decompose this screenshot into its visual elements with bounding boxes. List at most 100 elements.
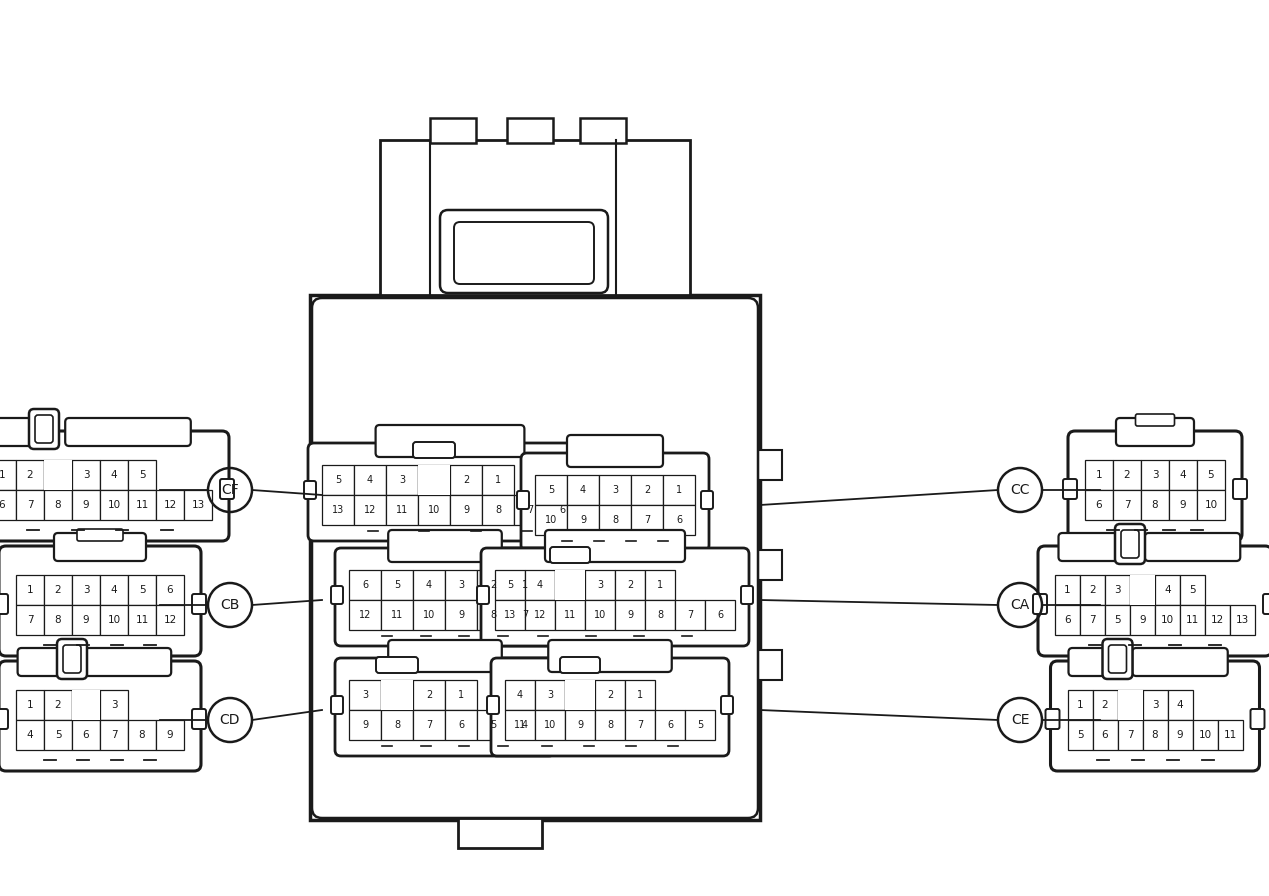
- Text: 5: 5: [506, 580, 513, 590]
- Bar: [354, 495, 386, 525]
- Text: 10: 10: [1161, 615, 1174, 625]
- FancyBboxPatch shape: [192, 709, 206, 729]
- Text: CD: CD: [220, 713, 240, 727]
- Text: 2: 2: [607, 690, 613, 700]
- Bar: [310, 295, 760, 820]
- FancyBboxPatch shape: [220, 479, 233, 499]
- Bar: [1085, 460, 1113, 490]
- Text: 6: 6: [1065, 615, 1071, 625]
- Bar: [418, 465, 450, 495]
- Bar: [477, 600, 509, 630]
- FancyBboxPatch shape: [522, 453, 709, 551]
- Bar: [631, 505, 662, 535]
- FancyBboxPatch shape: [0, 661, 201, 771]
- Bar: [44, 490, 72, 520]
- Bar: [156, 605, 184, 635]
- FancyBboxPatch shape: [0, 546, 201, 656]
- Text: 6: 6: [362, 580, 368, 590]
- Text: 8: 8: [612, 515, 618, 525]
- Text: 10: 10: [1198, 730, 1212, 740]
- Bar: [626, 680, 655, 710]
- Bar: [509, 600, 541, 630]
- Text: 4: 4: [537, 580, 543, 590]
- Bar: [100, 460, 128, 490]
- Bar: [100, 690, 128, 720]
- Text: 5: 5: [335, 475, 341, 485]
- Bar: [555, 570, 585, 600]
- FancyBboxPatch shape: [567, 435, 662, 467]
- Text: 12: 12: [164, 500, 176, 510]
- Bar: [758, 550, 782, 580]
- Text: 2: 2: [27, 470, 33, 480]
- Bar: [536, 505, 567, 535]
- Text: 3: 3: [362, 690, 368, 700]
- Bar: [1167, 690, 1193, 720]
- Bar: [322, 465, 354, 495]
- Text: 8: 8: [1152, 500, 1159, 510]
- Bar: [1155, 575, 1180, 605]
- Text: 7: 7: [1123, 500, 1131, 510]
- Text: 5: 5: [697, 720, 703, 730]
- Bar: [156, 720, 184, 750]
- Bar: [1169, 490, 1197, 520]
- Bar: [1230, 605, 1255, 635]
- Text: 9: 9: [1176, 730, 1183, 740]
- Bar: [72, 690, 100, 720]
- Text: 4: 4: [110, 585, 117, 595]
- Text: 8: 8: [138, 730, 146, 740]
- Text: 11: 11: [396, 505, 409, 515]
- Text: 7: 7: [637, 720, 643, 730]
- FancyBboxPatch shape: [487, 696, 499, 714]
- FancyBboxPatch shape: [331, 696, 343, 714]
- Bar: [495, 570, 525, 600]
- Text: 4: 4: [522, 720, 528, 730]
- FancyBboxPatch shape: [63, 645, 81, 673]
- Bar: [1105, 575, 1129, 605]
- Bar: [72, 575, 100, 605]
- Text: 2: 2: [627, 580, 633, 590]
- Bar: [1129, 605, 1155, 635]
- Bar: [16, 575, 44, 605]
- Text: 4: 4: [580, 485, 586, 495]
- FancyBboxPatch shape: [0, 418, 42, 446]
- Text: 4: 4: [27, 730, 33, 740]
- Text: 11: 11: [136, 615, 148, 625]
- FancyBboxPatch shape: [308, 443, 593, 541]
- Text: 3: 3: [547, 690, 553, 700]
- Text: 4: 4: [1164, 585, 1171, 595]
- Bar: [1118, 690, 1142, 720]
- FancyBboxPatch shape: [0, 709, 8, 729]
- Text: 1: 1: [0, 470, 5, 480]
- Text: 13: 13: [192, 500, 204, 510]
- Text: 2: 2: [426, 690, 433, 700]
- Bar: [445, 600, 477, 630]
- Bar: [1217, 720, 1242, 750]
- Bar: [381, 600, 412, 630]
- FancyBboxPatch shape: [547, 696, 560, 714]
- FancyBboxPatch shape: [477, 586, 489, 604]
- Text: 10: 10: [423, 610, 435, 620]
- Text: 4: 4: [110, 470, 117, 480]
- FancyBboxPatch shape: [77, 529, 123, 541]
- Bar: [655, 710, 685, 740]
- Text: 9: 9: [627, 610, 633, 620]
- Text: 10: 10: [428, 505, 440, 515]
- Bar: [349, 570, 381, 600]
- Text: 3: 3: [612, 485, 618, 495]
- Bar: [445, 710, 477, 740]
- Text: 12: 12: [359, 610, 372, 620]
- Text: 1: 1: [1076, 700, 1084, 710]
- Bar: [100, 575, 128, 605]
- FancyBboxPatch shape: [412, 442, 456, 458]
- Bar: [675, 600, 706, 630]
- Bar: [381, 680, 412, 710]
- Bar: [1129, 575, 1155, 605]
- Text: 3: 3: [1114, 585, 1121, 595]
- Bar: [580, 118, 626, 143]
- Bar: [72, 490, 100, 520]
- Bar: [354, 465, 386, 495]
- Bar: [567, 475, 599, 505]
- Bar: [16, 690, 44, 720]
- Bar: [645, 570, 675, 600]
- Bar: [412, 600, 445, 630]
